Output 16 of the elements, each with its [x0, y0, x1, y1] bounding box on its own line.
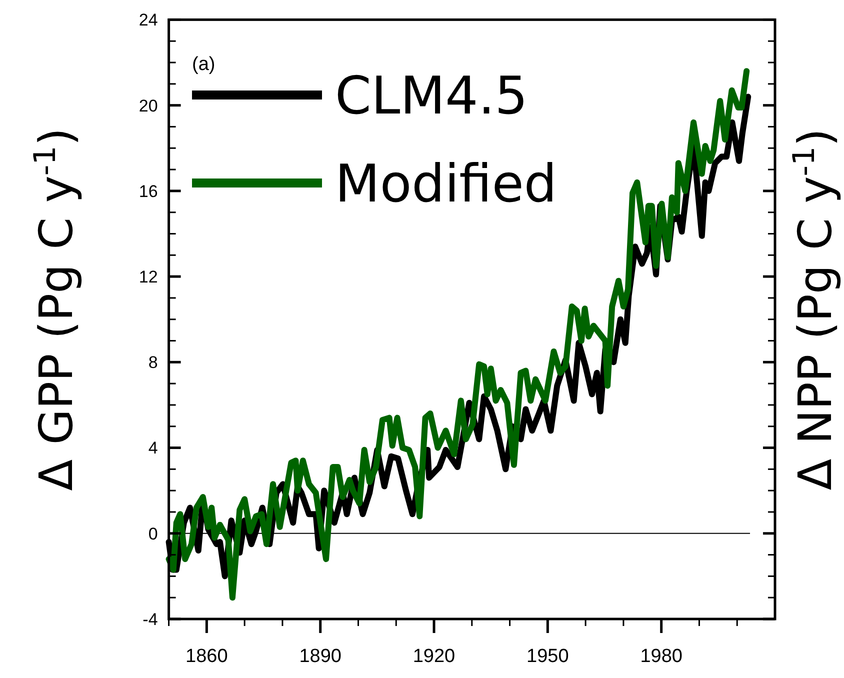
y-tick-label: 24 [138, 10, 158, 30]
y-tick-label: 0 [148, 524, 158, 544]
y-tick-label: 12 [138, 267, 158, 286]
x-tick-label: 1920 [412, 646, 456, 667]
y-tick-label: 16 [138, 182, 158, 201]
legend-label: CLM4.5 [335, 66, 528, 127]
y-tick-label: 8 [148, 353, 158, 372]
x-tick-label: 1950 [526, 646, 569, 667]
y-tick-label: 20 [138, 96, 158, 116]
x-tick-label: 1980 [640, 646, 682, 667]
y-tick-label: 4 [148, 438, 158, 458]
y-tick-label: -4 [142, 610, 158, 629]
annotation: (a) [192, 54, 216, 75]
x-tick-label: 1860 [186, 646, 228, 667]
x-tick-label: 1890 [299, 646, 342, 667]
legend-label: Modified [335, 154, 557, 215]
